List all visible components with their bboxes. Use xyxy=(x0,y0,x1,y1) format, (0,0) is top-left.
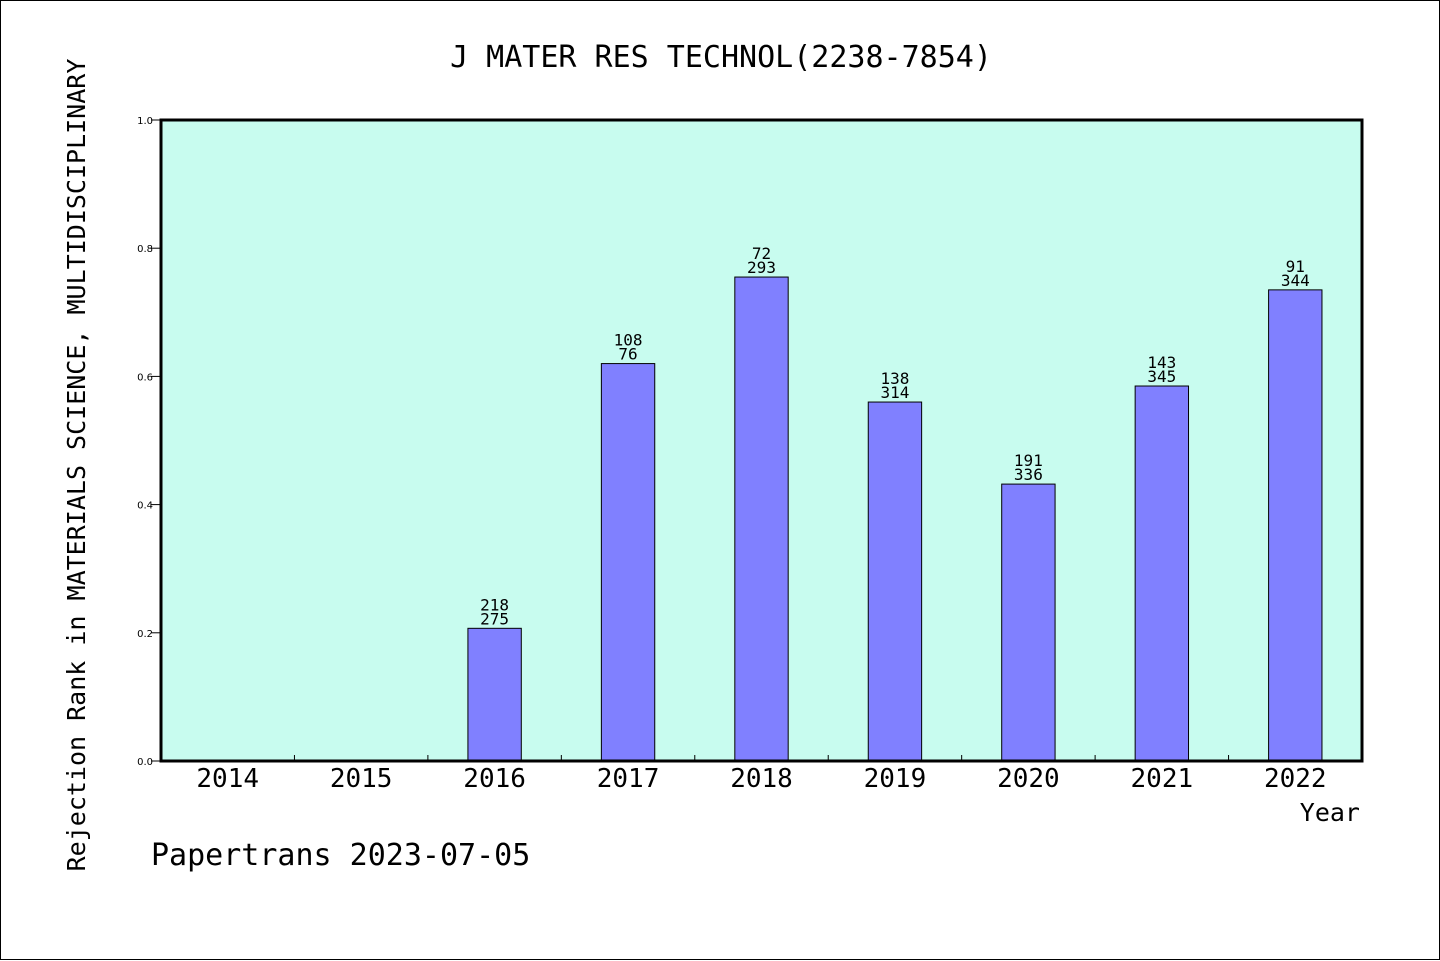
x-tick-label-2020: 2020 xyxy=(997,764,1060,794)
y-axis: 0.0 0.2 0.4 0.6 0.8 1.0 xyxy=(137,116,161,768)
x-tick-label-2015: 2015 xyxy=(330,764,393,794)
footer-watermark: Papertrans 2023-07-05 xyxy=(151,838,530,873)
data-label-top-2019: 138 xyxy=(880,369,909,388)
bar-2022 xyxy=(1268,289,1323,762)
data-label-bottom-2021: 345 xyxy=(1147,367,1176,386)
x-axis: 2014 2015 2016 2017 2018 2019 2020 2021 2022 xyxy=(196,755,1327,794)
data-label-bottom-2019: 314 xyxy=(880,383,909,402)
data-label-bottom-2022: 344 xyxy=(1281,271,1310,290)
x-tick-label-2022: 2022 xyxy=(1264,764,1327,794)
data-label-bottom-2017: 76 xyxy=(618,345,637,364)
data-label-top-2021: 143 xyxy=(1147,353,1176,372)
y-tick-label-0.2: 0.2 xyxy=(137,629,153,640)
data-label-bottom-2016: 275 xyxy=(480,609,509,628)
data-label-bottom-2018: 293 xyxy=(747,258,776,277)
bars-layer xyxy=(467,276,1323,762)
y-tick-label-0.8: 0.8 xyxy=(137,244,153,255)
y-tick-label-0.6: 0.6 xyxy=(137,372,153,383)
bar-2020 xyxy=(1001,483,1056,762)
bar-2019 xyxy=(867,401,923,762)
plot-border xyxy=(159,118,1364,763)
chart-title: J MATER RES TECHNOL(2238-7854) xyxy=(450,40,992,75)
data-label-top-2020: 191 xyxy=(1014,451,1043,470)
x-tick-label-2017: 2017 xyxy=(597,764,660,794)
data-label-top-2016: 218 xyxy=(480,595,509,614)
data-label-bottom-2020: 336 xyxy=(1014,465,1043,484)
x-axis-title: Year xyxy=(1300,798,1360,827)
x-tick-label-2019: 2019 xyxy=(864,764,927,794)
bar-2017 xyxy=(600,363,656,762)
y-tick-label-0.4: 0.4 xyxy=(137,501,153,512)
y-tick-label-0.0: 0.0 xyxy=(137,757,153,768)
x-tick-label-2021: 2021 xyxy=(1131,764,1194,794)
bar-2016 xyxy=(467,627,522,762)
data-label-top-2022: 91 xyxy=(1286,257,1305,276)
data-label-top-2017: 108 xyxy=(614,331,643,350)
x-tick-label-2014: 2014 xyxy=(196,764,259,794)
data-label-top-2018: 72 xyxy=(752,244,771,263)
y-axis-title: Rejection Rank in MATERIALS SCIENCE, MUL… xyxy=(62,59,91,872)
x-tick-label-2016: 2016 xyxy=(463,764,526,794)
bar-2021 xyxy=(1134,385,1190,762)
y-tick-label-1.0: 1.0 xyxy=(137,116,153,127)
x-tick-label-2018: 2018 xyxy=(730,764,793,794)
bar-2018 xyxy=(734,276,789,762)
